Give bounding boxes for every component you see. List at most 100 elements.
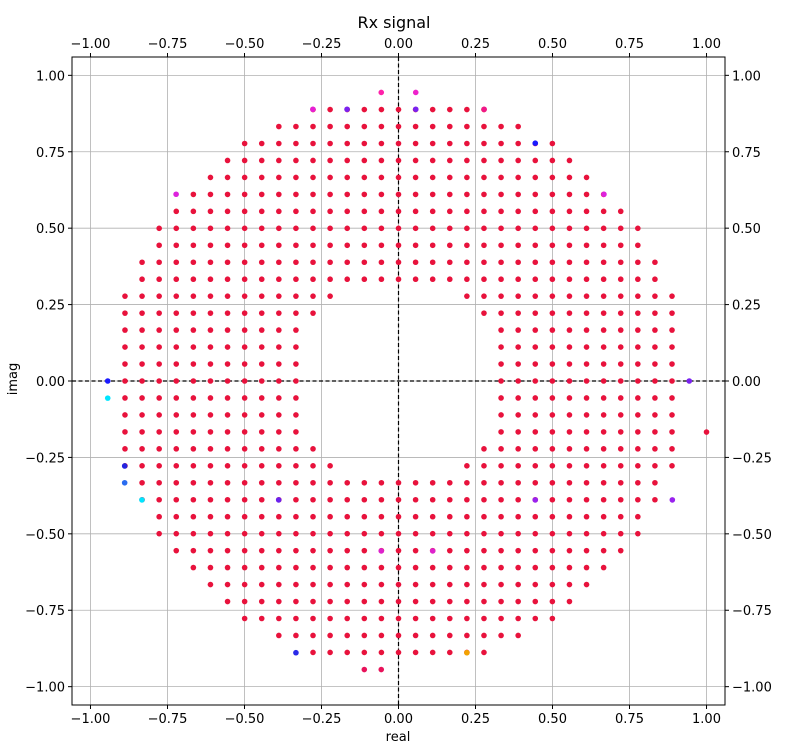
data-point-707 — [600, 225, 607, 232]
data-point-214 — [276, 378, 282, 384]
data-point-742 — [635, 344, 641, 350]
data-point-574 — [515, 157, 521, 164]
data-point-156 — [241, 361, 248, 367]
x-tick-label-bottom-1: −0.75 — [148, 712, 188, 727]
data-point-547 — [515, 615, 521, 622]
data-point-248 — [293, 327, 299, 333]
y-tick-label-right-1: −0.75 — [732, 604, 772, 619]
data-point-275 — [310, 293, 316, 299]
data-point-317 — [344, 547, 351, 554]
data-point-489 — [481, 649, 487, 656]
data-point-14 — [139, 446, 145, 452]
data-point-601 — [532, 208, 539, 215]
data-point-342 — [361, 496, 368, 503]
data-point-422 — [429, 632, 436, 639]
data-point-383 — [395, 547, 402, 554]
data-point-180 — [258, 446, 265, 452]
data-point-481 — [464, 225, 470, 232]
data-point-78 — [190, 361, 197, 367]
data-point-436 — [429, 208, 436, 215]
data-point-623 — [549, 327, 556, 333]
data-point-183 — [258, 395, 265, 401]
data-point-424 — [429, 598, 436, 605]
data-point-513 — [481, 123, 487, 130]
data-point-566 — [515, 293, 521, 299]
data-point-270 — [310, 496, 316, 503]
data-point-544 — [498, 140, 504, 147]
data-point-626 — [549, 276, 556, 283]
data-point-778 — [121, 463, 128, 469]
data-point-482 — [464, 208, 470, 215]
data-point-267 — [310, 547, 316, 554]
data-point-368 — [378, 242, 385, 249]
data-point-546 — [515, 632, 521, 639]
data-point-766 — [669, 446, 675, 452]
data-point-529 — [498, 395, 504, 401]
data-point-753 — [652, 446, 658, 452]
data-point-265 — [310, 581, 316, 588]
data-point-158 — [241, 327, 248, 333]
data-point-152 — [241, 429, 248, 435]
data-point-644 — [566, 446, 573, 452]
data-point-572 — [515, 191, 521, 198]
data-point-55 — [173, 378, 180, 384]
data-point-478 — [464, 276, 470, 283]
data-point-564 — [515, 327, 521, 333]
data-point-486 — [464, 140, 470, 147]
data-point-791 — [481, 106, 487, 113]
data-point-491 — [481, 615, 487, 622]
data-point-597 — [532, 276, 539, 283]
data-point-48 — [173, 496, 180, 503]
data-point-126 — [224, 395, 231, 401]
data-point-145 — [241, 547, 248, 554]
data-point-251 — [293, 276, 299, 283]
data-point-72 — [190, 463, 197, 469]
data-point-768 — [669, 412, 675, 418]
data-point-238 — [293, 496, 299, 503]
data-point-667 — [583, 496, 590, 503]
data-point-755 — [652, 412, 658, 418]
data-point-43 — [156, 242, 162, 249]
data-point-116 — [224, 564, 231, 571]
data-point-310 — [327, 106, 333, 113]
data-point-609 — [549, 564, 556, 571]
data-point-722 — [617, 344, 624, 350]
axis-ticks: −1.00 −1.00 −0.75 −0.75 −0.50 −0.50 −0.25 −0.25… — [25, 37, 772, 727]
data-point-736 — [635, 446, 641, 452]
data-point-596 — [532, 293, 539, 299]
data-point-695 — [600, 429, 607, 435]
data-point-355 — [378, 649, 385, 656]
data-point-640 — [566, 513, 573, 520]
data-point-167 — [241, 174, 248, 181]
data-point-239 — [293, 479, 299, 486]
data-point-186 — [258, 344, 265, 350]
data-point-181 — [258, 429, 265, 435]
data-point-694 — [600, 446, 607, 452]
data-point-391 — [395, 225, 402, 232]
data-point-761 — [652, 310, 658, 316]
data-point-426 — [429, 564, 436, 571]
data-point-647 — [566, 395, 573, 401]
data-point-128 — [224, 361, 231, 367]
data-point-130 — [224, 327, 231, 333]
data-point-646 — [566, 412, 573, 418]
data-point-763 — [652, 276, 658, 283]
data-point-101 — [207, 378, 214, 384]
data-point-635 — [566, 598, 573, 605]
data-point-65 — [173, 208, 180, 215]
data-point-294 — [327, 530, 333, 537]
data-point-73 — [190, 446, 197, 452]
data-point-464 — [446, 106, 453, 113]
data-point-176 — [258, 513, 265, 520]
data-point-102 — [207, 361, 214, 367]
data-point-298 — [327, 463, 333, 469]
data-point-129 — [224, 344, 231, 350]
data-point-746 — [635, 276, 641, 283]
data-point-285 — [310, 123, 316, 130]
data-point-756 — [652, 395, 658, 401]
data-point-306 — [327, 174, 333, 181]
data-point-469 — [464, 581, 470, 588]
data-point-654 — [566, 276, 573, 283]
data-point-608 — [549, 581, 556, 588]
